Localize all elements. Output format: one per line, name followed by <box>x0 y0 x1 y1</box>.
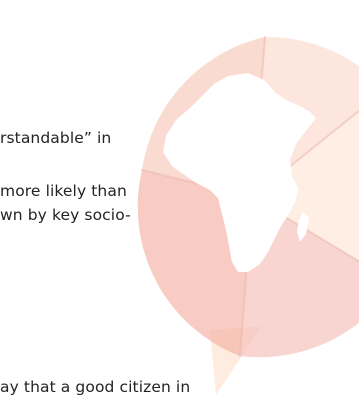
body-text-line-4: ay that a good citizen in <box>0 378 191 396</box>
africa-continent-shape <box>163 73 316 272</box>
body-text-line-2: more likely than <box>0 182 127 200</box>
body-text-line-1: rstandable” in <box>0 129 112 147</box>
bubble-right-segment <box>252 110 359 262</box>
madagascar-island-shape <box>297 212 309 242</box>
body-text-line-3: wn by key socio- <box>0 206 131 224</box>
